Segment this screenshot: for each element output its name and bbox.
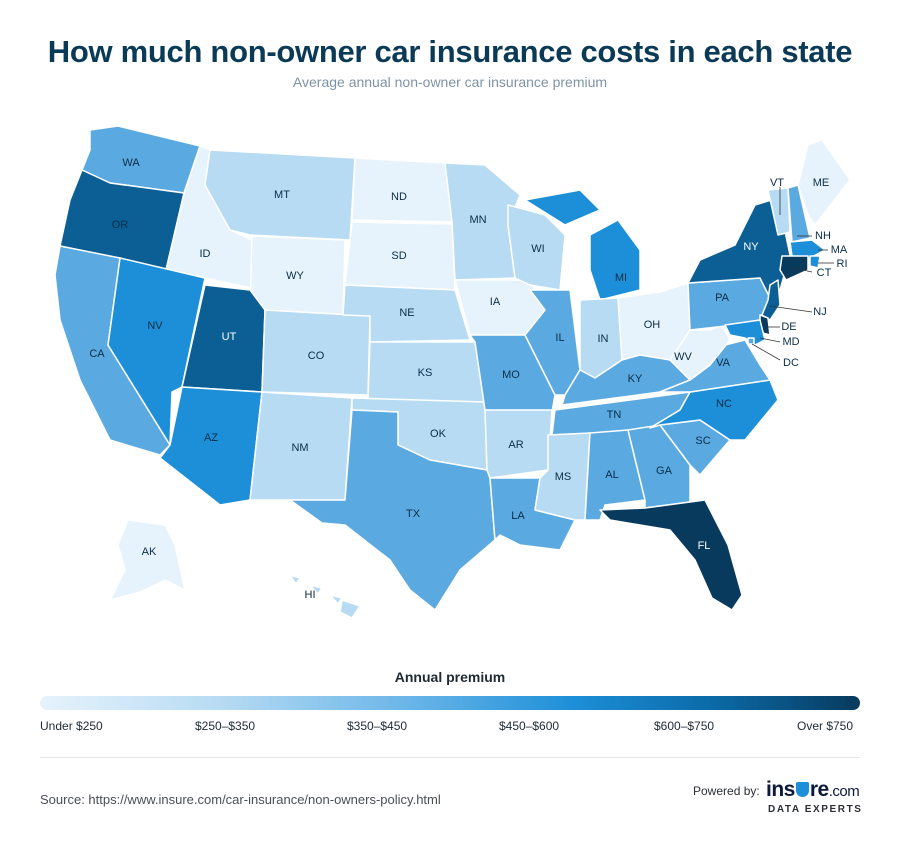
- legend-label-3: $350–$450: [347, 719, 408, 733]
- state-DC[interactable]: [747, 337, 755, 345]
- state-RI[interactable]: [809, 255, 821, 269]
- label-LA: LA: [511, 510, 525, 522]
- label-MO: MO: [502, 369, 520, 381]
- state-MA[interactable]: [789, 239, 826, 259]
- label-RI: RI: [837, 258, 848, 270]
- label-ME: ME: [813, 177, 830, 189]
- label-PA: PA: [715, 292, 730, 304]
- label-DC: DC: [783, 357, 799, 369]
- label-CO: CO: [308, 350, 325, 362]
- state-NJ[interactable]: [761, 279, 781, 321]
- label-NC: NC: [716, 398, 732, 410]
- legend-label-4: $450–$600: [499, 719, 560, 733]
- label-WV: WV: [674, 351, 692, 363]
- label-MD: MD: [782, 336, 799, 348]
- label-GA: GA: [656, 465, 673, 477]
- legend-label-6: Over $750: [797, 719, 854, 733]
- legend-label-2: $250–$350: [195, 719, 256, 733]
- label-OK: OK: [430, 428, 447, 440]
- shield-icon: [795, 782, 809, 797]
- label-TN: TN: [607, 409, 622, 421]
- label-TX: TX: [406, 508, 421, 520]
- legend-label-5: $600–$750: [654, 719, 715, 733]
- label-SD: SD: [391, 250, 406, 262]
- label-ND: ND: [391, 191, 407, 203]
- label-NE: NE: [399, 307, 414, 319]
- legend-title: Annual premium: [394, 669, 506, 685]
- state-AK[interactable]: [109, 519, 186, 601]
- state-HI[interactable]: [289, 574, 361, 619]
- state-AZ[interactable]: [159, 386, 263, 506]
- state-MI[interactable]: [524, 189, 641, 301]
- label-AL: AL: [605, 469, 618, 481]
- label-OR: OR: [112, 219, 129, 231]
- label-IN: IN: [598, 333, 609, 345]
- label-NY: NY: [743, 241, 759, 253]
- state-TX[interactable]: [289, 409, 496, 611]
- callout-lines: [751, 187, 834, 361]
- state-ME[interactable]: [797, 139, 851, 226]
- map-title: How much non-owner car insurance costs i…: [47, 34, 853, 69]
- label-CA: CA: [89, 348, 105, 360]
- logo-suffix: .com: [828, 783, 860, 800]
- label-NM: NM: [291, 442, 308, 454]
- label-ID: ID: [200, 248, 211, 260]
- label-MI: MI: [615, 272, 627, 284]
- label-NH: NH: [815, 230, 831, 242]
- logo-tagline: DATA EXPERTS: [768, 804, 863, 815]
- label-FL: FL: [698, 540, 711, 552]
- label-VA: VA: [716, 357, 731, 369]
- label-IL: IL: [555, 332, 564, 344]
- state-IL[interactable]: [524, 289, 581, 396]
- label-OH: OH: [644, 319, 661, 331]
- label-KS: KS: [418, 367, 433, 379]
- label-MN: MN: [469, 214, 486, 226]
- state-VT[interactable]: [767, 187, 791, 236]
- state-NH[interactable]: [787, 184, 811, 243]
- state-AR[interactable]: [484, 409, 553, 479]
- legend-label-1: Under $250: [40, 719, 103, 733]
- label-AR: AR: [508, 439, 523, 451]
- label-WI: WI: [531, 243, 544, 255]
- label-DE: DE: [781, 321, 796, 333]
- label-AZ: AZ: [204, 432, 218, 444]
- label-MA: MA: [831, 244, 848, 256]
- label-MS: MS: [555, 471, 572, 483]
- source-text: Source: https://www.insure.com/car-insur…: [40, 792, 441, 807]
- footer-divider: [40, 757, 860, 758]
- label-VT: VT: [770, 177, 784, 189]
- powered-by-label: Powered by:: [693, 784, 760, 798]
- state-WI[interactable]: [507, 204, 566, 291]
- label-CT: CT: [817, 267, 832, 279]
- label-KY: KY: [628, 373, 643, 385]
- label-AK: AK: [142, 546, 157, 558]
- insure-logo[interactable]: ins re.com: [766, 778, 860, 802]
- label-HI: HI: [305, 589, 316, 601]
- label-NJ: NJ: [813, 306, 826, 318]
- label-WY: WY: [286, 270, 304, 282]
- label-SC: SC: [695, 435, 710, 447]
- logo-text-b: re: [809, 778, 829, 801]
- state-FL[interactable]: [599, 499, 743, 611]
- logo-text-a: ins: [766, 778, 795, 801]
- label-MT: MT: [274, 189, 290, 201]
- label-UT: UT: [222, 331, 237, 343]
- map-subtitle: Average annual non-owner car insurance p…: [292, 74, 608, 90]
- label-IA: IA: [490, 296, 501, 308]
- label-WA: WA: [122, 157, 140, 169]
- state-NV[interactable]: [107, 257, 206, 446]
- legend-gradient-bar: [40, 696, 860, 710]
- label-NV: NV: [147, 320, 163, 332]
- state-labels: WA OR CA ID NV MT WY UT AZ CO NM ND SD N…: [89, 157, 848, 601]
- state-MD[interactable]: [724, 319, 766, 346]
- state-NC[interactable]: [649, 379, 779, 441]
